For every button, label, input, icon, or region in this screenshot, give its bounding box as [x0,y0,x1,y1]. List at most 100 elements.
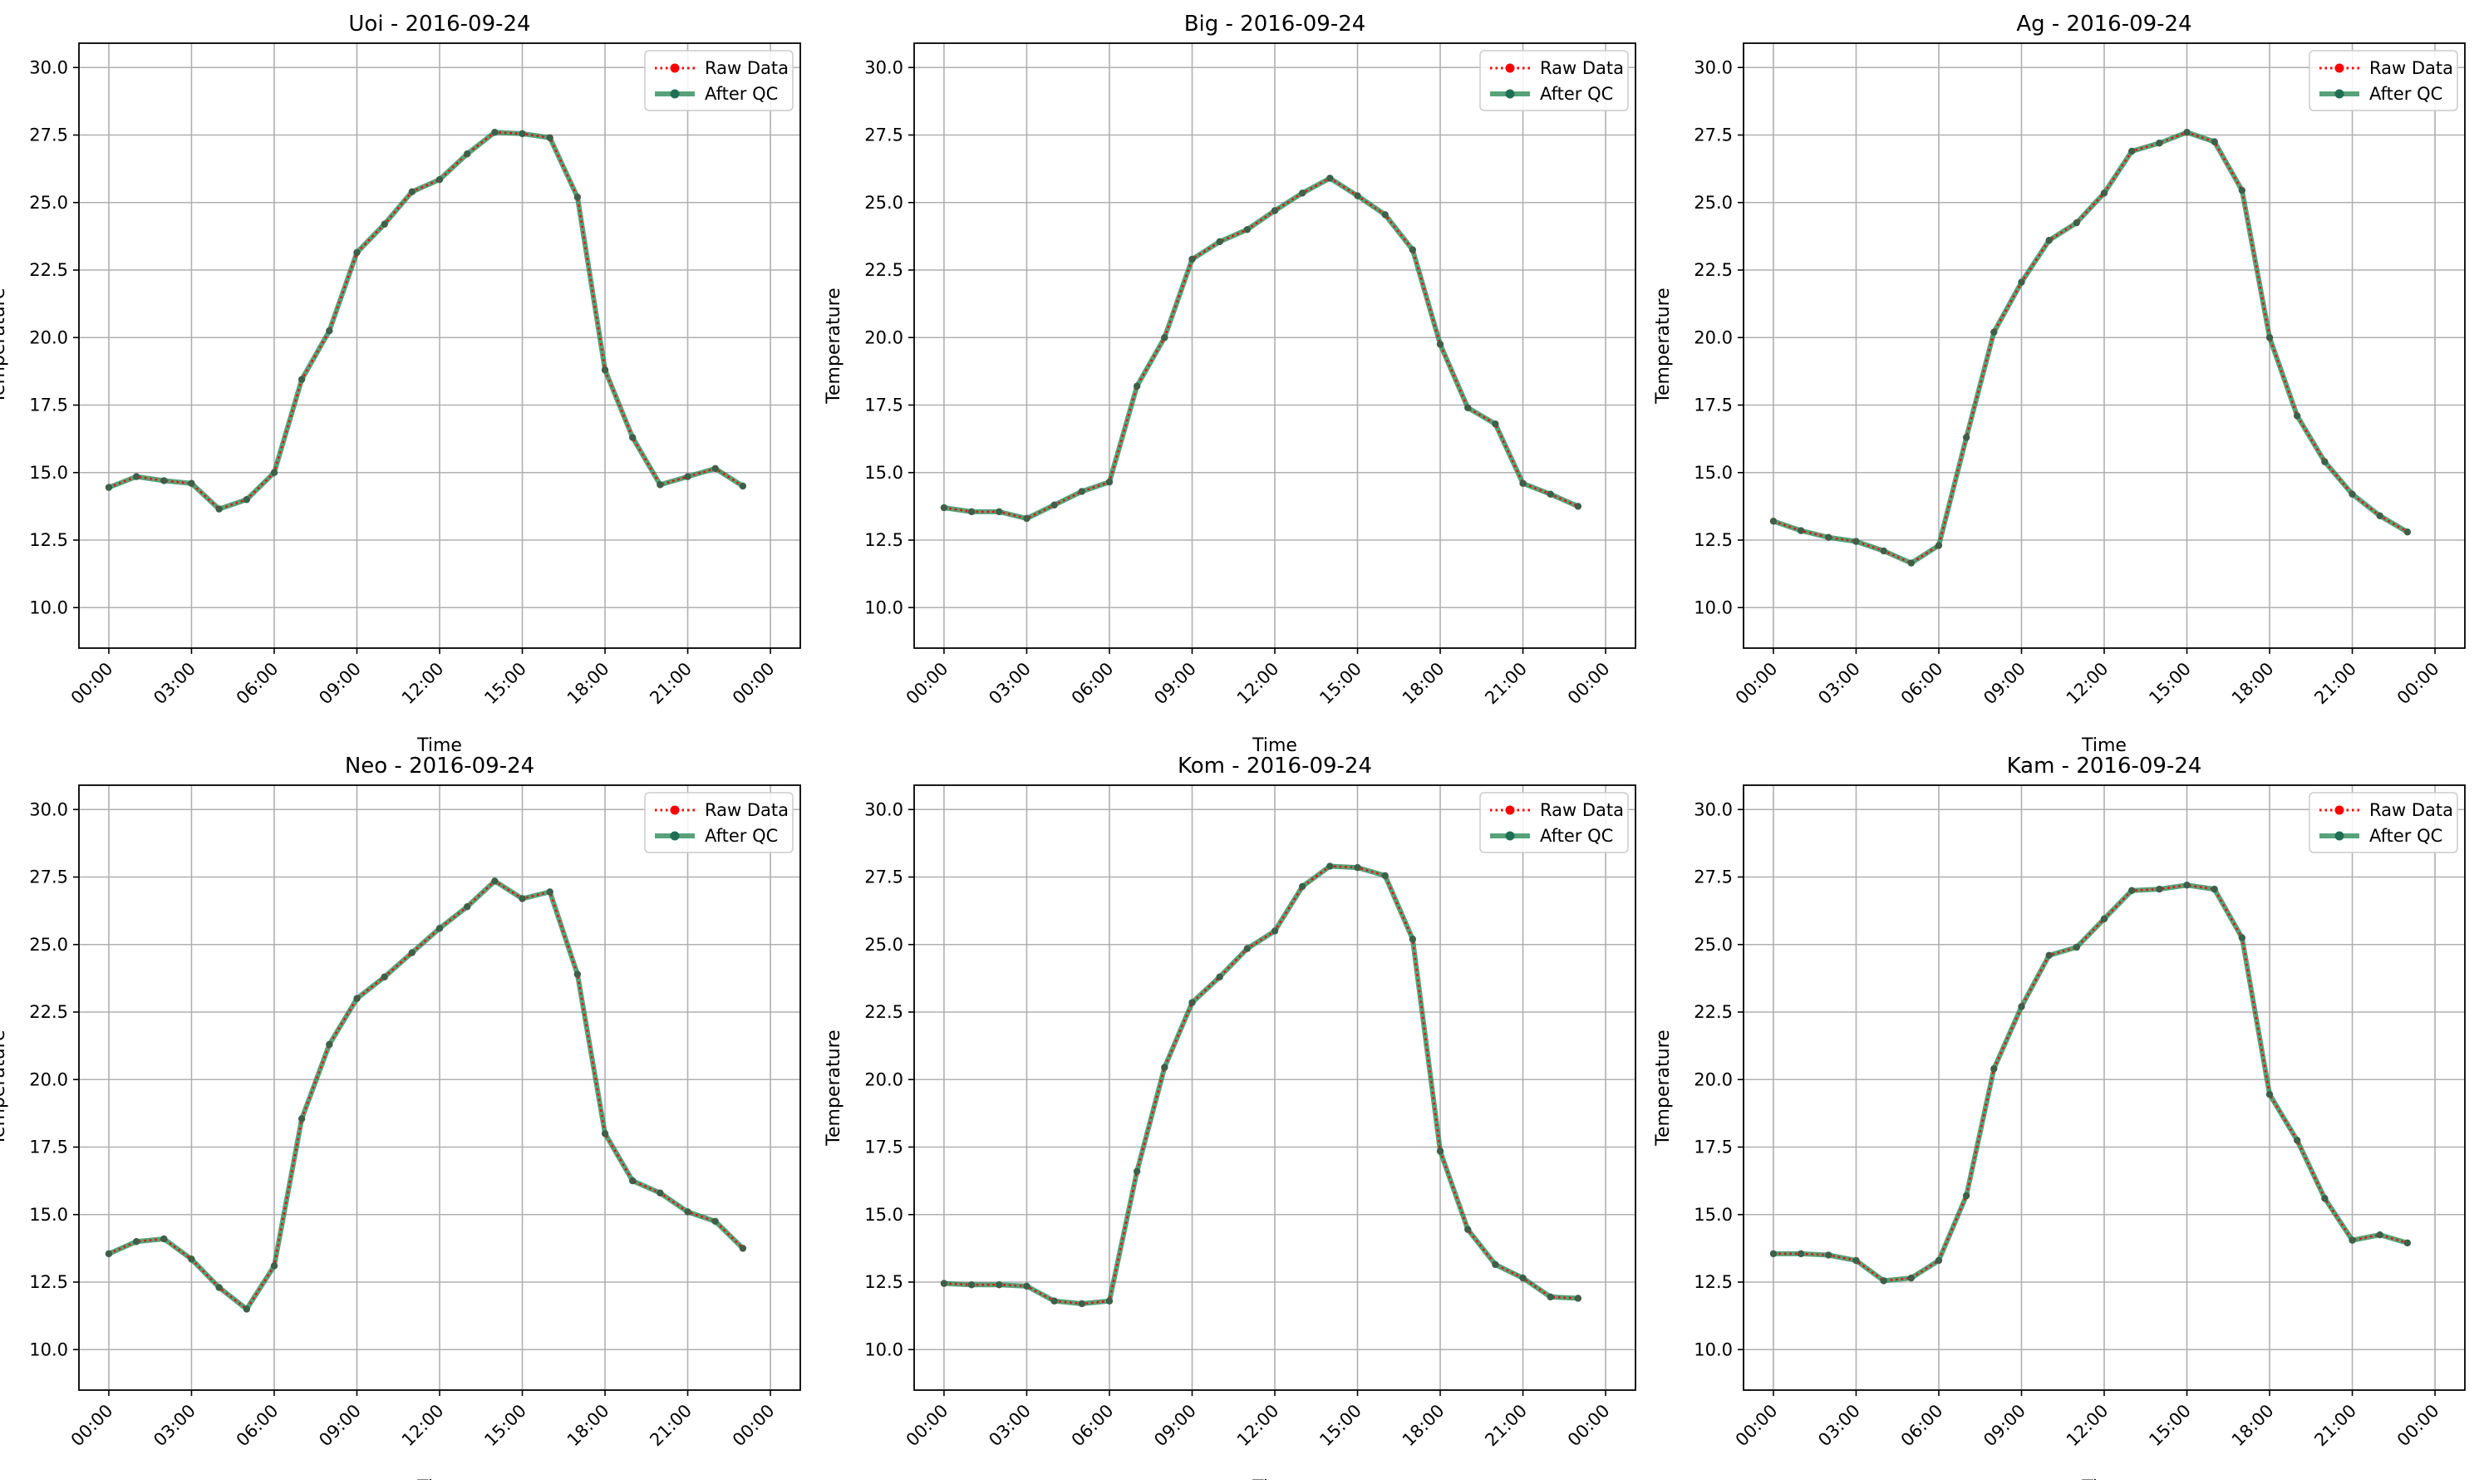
after-qc-point [739,1245,747,1252]
x-tick-label: 06:00 [233,1401,283,1451]
y-tick-label: 20.0 [1694,1069,1733,1089]
x-tick-label: 12:00 [398,1401,448,1451]
x-tick-label: 09:00 [1150,659,1200,709]
y-tick-label: 12.5 [864,1272,903,1292]
x-tick-label: 18:00 [2228,1401,2278,1451]
x-tick-label: 21:00 [2310,659,2360,709]
after-qc-point [1023,1282,1030,1290]
plot-frame [913,42,1636,649]
after-qc-point [2403,1239,2412,1247]
x-tick-label: 09:00 [1980,1401,2029,1451]
after-qc-point [2294,412,2301,420]
legend-label-after-qc: After QC [2369,826,2442,846]
after-qc-point [1935,542,1943,549]
y-tick-label: 10.0 [29,1339,68,1359]
x-tick-label: 00:00 [1564,659,1614,709]
after-qc-point [1825,1251,1832,1259]
x-tick-label: 12:00 [1233,1401,1283,1451]
chart-title: Kam - 2016-09-24 [2007,754,2202,779]
after-qc-point [2265,1090,2274,1098]
x-tick-label: 03:00 [1814,1401,1864,1451]
after-qc-point [1216,238,1223,246]
x-tick-label: 06:00 [1068,659,1118,709]
y-tick-label: 27.5 [1694,867,1733,887]
after-qc-point [270,1262,278,1270]
x-tick-label: 00:00 [2393,659,2443,709]
legend-marker-after-qc [2334,831,2344,841]
after-qc-point [940,1280,948,1287]
after-qc-point [1105,478,1114,486]
after-qc-point [2073,219,2081,227]
after-qc-point [1852,1256,1860,1265]
y-axis-label: Temperature [1653,1029,1674,1146]
x-tick-label: 03:00 [150,659,199,709]
after-qc-point [435,175,444,184]
after-qc-point [160,1235,168,1243]
legend: Raw Data After QC [2309,50,2458,111]
x-tick-label: 00:00 [67,1401,117,1451]
after-qc-point [188,1256,195,1263]
after-qc-point [1574,503,1582,510]
after-qc-point [1464,1226,1472,1233]
after-qc-point [132,473,140,480]
after-qc-point [1990,328,1998,336]
y-tick-label: 27.5 [29,867,68,887]
y-tick-label: 22.5 [864,260,903,280]
after-qc-point [270,469,278,476]
legend-marker-after-qc [1505,89,1515,99]
after-qc-point [657,1189,664,1197]
after-qc-point [1381,211,1389,219]
after-qc-point [546,888,553,896]
after-qc-point [1354,192,1361,199]
chart-title: Neo - 2016-09-24 [345,754,534,779]
x-tick-label: 15:00 [2145,1401,2195,1451]
after-qc-point [2211,138,2218,145]
after-qc-point [463,903,471,911]
x-tick-label: 00:00 [1732,1401,1782,1451]
y-tick-label: 20.0 [864,327,903,347]
after-qc-point [243,496,250,504]
subplot-2: 10.0 12.5 15.0 17.5 20.0 22.5 25.0 27.5 30.0 00:0… [824,12,1636,756]
legend-label-raw-data: Raw Data [705,58,789,78]
y-tick-label: 12.5 [1694,1272,1733,1292]
x-tick-label: 00:00 [729,1401,779,1451]
after-qc-point [1769,518,1778,525]
x-tick-label: 21:00 [646,1401,696,1451]
after-qc-point [298,376,306,383]
x-tick-label: 18:00 [1399,659,1449,709]
legend-label-after-qc: After QC [705,84,778,104]
after-qc-point [2403,528,2412,536]
after-qc-point [326,327,333,335]
y-axis-label: Temperature [0,1029,9,1146]
after-qc-point [684,473,691,480]
after-qc-point [408,949,416,956]
y-tick-label: 15.0 [864,463,903,483]
x-tick-label: 00:00 [903,1401,952,1451]
after-qc-point [215,1284,223,1291]
legend: Raw Data After QC [1479,792,1629,853]
y-tick-label: 12.5 [864,530,903,550]
after-qc-point [2073,943,2081,951]
legend-label-raw-data: Raw Data [1540,800,1624,820]
y-tick-label: 10.0 [864,597,903,617]
after-qc-point [2376,1231,2383,1239]
after-qc-point [2018,1003,2025,1010]
y-tick-label: 25.0 [1694,193,1733,213]
legend: Raw Data After QC [1479,50,1629,111]
after-qc-point [629,1177,637,1185]
legend-marker-raw-data [670,63,680,73]
y-tick-label: 15.0 [29,1205,68,1225]
y-axis-label: Temperature [824,287,844,404]
after-qc-point [1825,533,1832,541]
y-tick-label: 25.0 [29,193,68,213]
after-qc-point [2238,934,2246,941]
after-qc-point [160,477,168,484]
after-qc-point [1133,1167,1141,1175]
chart-title: Uoi - 2016-09-24 [348,12,530,37]
after-qc-point [519,895,526,902]
y-tick-label: 30.0 [1694,57,1733,77]
after-qc-point [435,925,444,932]
after-qc-point [1852,538,1860,545]
after-qc-point [1188,255,1196,263]
after-qc-point [573,970,582,978]
